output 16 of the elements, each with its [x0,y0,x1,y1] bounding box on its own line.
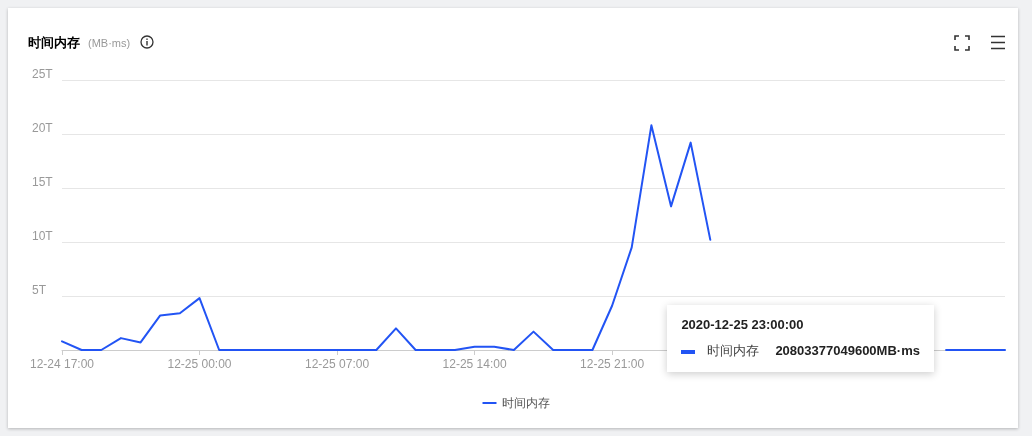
chart-title: 时间内存 [28,35,80,50]
y-tick-label: 15T [32,175,54,189]
legend-label: 时间内存 [707,343,760,358]
y-tick-label: 20T [32,121,54,135]
y-tick-label: 25T [32,67,54,81]
x-tick-label: 12-25 21:00 [580,357,645,371]
y-tick-label: 10T [32,229,54,243]
x-tick-label: 12-24 17:00 [29,357,95,371]
chart-subtitle: (MB·ms) [88,37,131,49]
annotation: 20803377049600MB·ms [775,343,920,358]
x-tick-label: 12-25 00:00 [167,357,232,371]
y-tick-label: 5T [32,283,47,297]
text: 时间内存 [501,396,550,410]
annotation: 2020-12-25 23:00:00 [681,317,805,332]
x-tick-label: 12-25 07:00 [305,357,370,371]
x-tick-label: 12-25 14:00 [442,357,507,371]
